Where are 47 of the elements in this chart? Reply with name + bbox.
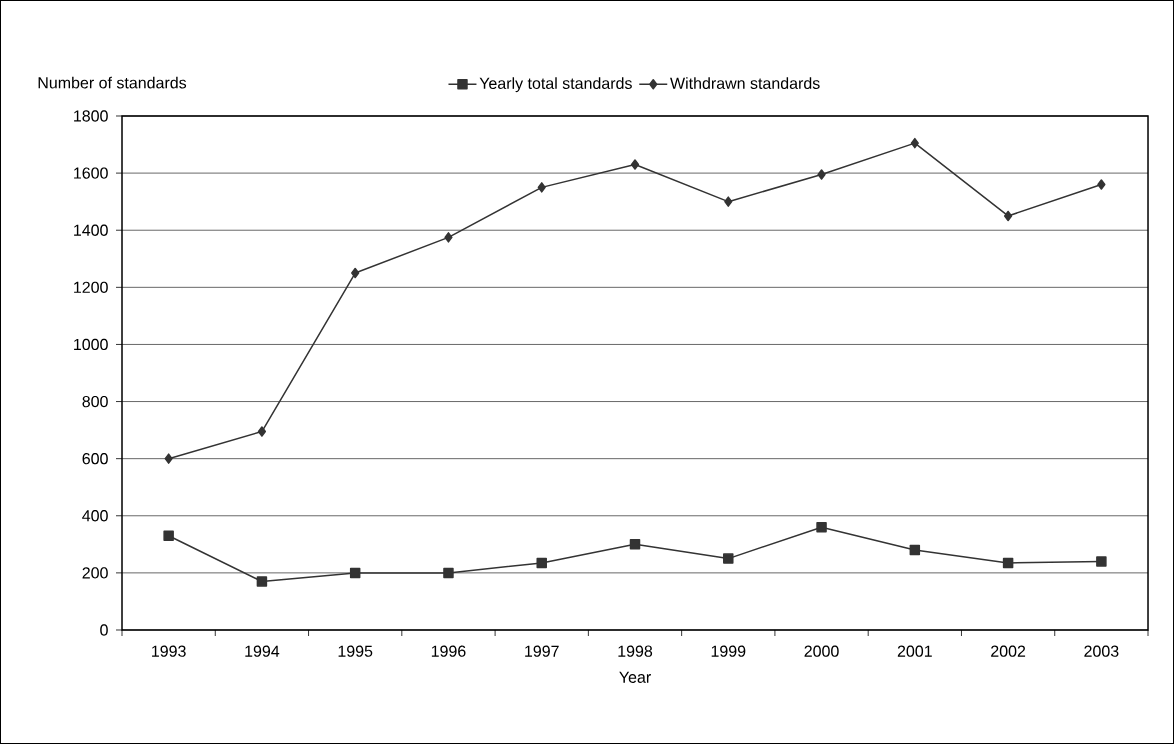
point	[630, 159, 640, 170]
x-tick-label: 1997	[525, 645, 559, 657]
x-tick-label: 1999	[711, 645, 746, 657]
point	[443, 567, 454, 579]
point	[909, 544, 921, 556]
legend-label: Yearly total standards	[479, 77, 632, 93]
x-tick-label: 2001	[897, 645, 932, 657]
point	[163, 530, 174, 542]
x-tick-label: 1996	[431, 645, 466, 657]
point	[256, 576, 268, 587]
point	[724, 196, 733, 207]
x-tick-label: 1995	[338, 645, 373, 657]
y-axis-title: Number of standards	[38, 76, 187, 89]
y-tick-label: 1000	[74, 338, 108, 351]
point	[1096, 556, 1107, 567]
y-tick-label: 800	[82, 395, 108, 408]
x-axis-title: Year	[619, 671, 651, 683]
y-tick-label: 1400	[74, 224, 108, 236]
point	[816, 521, 827, 533]
x-tick-label: 1993	[152, 645, 186, 657]
point	[257, 426, 267, 437]
y-tick-label: 1200	[74, 281, 108, 293]
point	[536, 557, 547, 569]
point	[817, 169, 826, 180]
x-tick-label: 1998	[618, 645, 653, 657]
point	[723, 553, 734, 564]
y-tick-label: 400	[82, 510, 108, 522]
point	[910, 137, 919, 149]
y-tick-label: 0	[100, 624, 108, 636]
point	[1002, 557, 1014, 569]
point	[351, 267, 360, 279]
y-tick-label: 600	[82, 453, 108, 465]
y-tick-label: 1600	[74, 167, 108, 179]
x-tick-label: 1994	[245, 645, 280, 657]
x-tick-label: 2003	[1084, 645, 1119, 657]
y-tick-label: 1800	[74, 110, 108, 122]
point	[629, 539, 641, 550]
x-tick-label: 2000	[804, 645, 839, 657]
point	[537, 182, 546, 193]
point	[1097, 179, 1106, 190]
x-tick-label: 2002	[991, 645, 1026, 657]
point	[164, 453, 173, 464]
legend-label: Withdrawn standards	[670, 77, 820, 89]
point	[1003, 210, 1013, 222]
y-tick-label: 200	[82, 567, 108, 579]
point	[349, 567, 361, 579]
point	[444, 232, 453, 243]
